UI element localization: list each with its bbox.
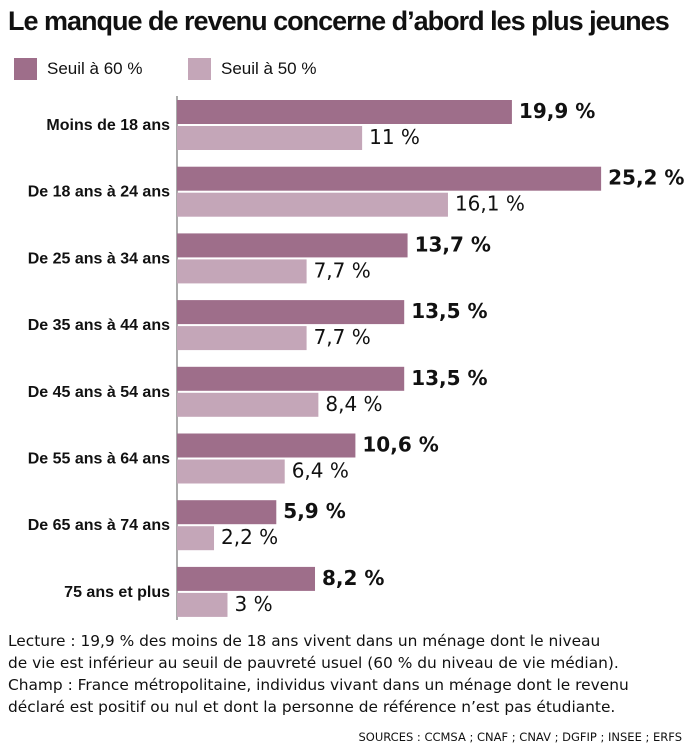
legend-label-seuil-60: Seuil à 60 % (47, 59, 143, 78)
value-label-seuil-50: 3 % (234, 592, 272, 616)
value-label-seuil-60: 13,7 % (415, 232, 491, 256)
bar-seuil-50 (177, 459, 285, 484)
lecture-line-2: de vie est inférieur au seuil de pauvret… (8, 654, 619, 672)
value-label-seuil-50: 8,4 % (325, 392, 382, 416)
bar-seuil-50 (177, 192, 448, 217)
bar-seuil-60 (177, 500, 277, 525)
value-label-seuil-50: 16,1 % (455, 192, 525, 216)
value-label-seuil-60: 19,9 % (519, 99, 595, 123)
bar-seuil-60 (177, 433, 356, 458)
bar-seuil-60 (177, 233, 408, 258)
champ-line-1: Champ : France métropolitaine, individus… (8, 676, 629, 694)
sources: SOURCES : CCMSA ; CNAF ; CNAV ; DGFIP ; … (358, 730, 682, 744)
legend-item-seuil-60: Seuil à 60 % (14, 58, 142, 80)
value-label-seuil-60: 10,6 % (362, 433, 438, 457)
value-label-seuil-50: 11 % (369, 125, 420, 149)
category-label: De 18 ans à 24 ans (28, 184, 170, 201)
category-label: De 35 ans à 44 ans (28, 317, 170, 334)
value-label-seuil-60: 13,5 % (411, 299, 487, 323)
bar-seuil-50 (177, 326, 307, 351)
legend-label-seuil-50: Seuil à 50 % (221, 59, 317, 78)
bar-seuil-50 (177, 259, 307, 284)
legend-swatch-seuil-60 (14, 58, 37, 80)
legend-item-seuil-50: Seuil à 50 % (188, 58, 316, 80)
value-label-seuil-60: 25,2 % (608, 166, 684, 190)
lecture-line-1: Lecture : 19,9 % des moins de 18 ans viv… (8, 632, 601, 650)
bar-seuil-50 (177, 592, 228, 617)
value-label-seuil-50: 7,7 % (314, 258, 371, 282)
bar-seuil-60 (177, 100, 512, 124)
value-label-seuil-60: 8,2 % (322, 566, 384, 590)
bar-chart: Moins de 18 ans 19,9 % 11 % De 18 ans à 24 … (28, 96, 684, 620)
bar-seuil-50 (177, 126, 363, 150)
bar-seuil-50 (177, 526, 215, 551)
bar-seuil-60 (177, 566, 316, 591)
category-label: De 25 ans à 34 ans (28, 250, 170, 267)
value-label-seuil-50: 2,2 % (221, 525, 278, 549)
value-label-seuil-50: 6,4 % (292, 459, 349, 483)
category-label: 75 ans et plus (64, 584, 170, 601)
bar-seuil-60 (177, 300, 405, 325)
chart-title: Le manque de revenu concerne d’abord les… (8, 6, 670, 36)
category-label: Moins de 18 ans (46, 117, 170, 134)
bar-seuil-50 (177, 392, 319, 417)
value-label-seuil-60: 5,9 % (283, 499, 345, 523)
category-label: De 45 ans à 54 ans (28, 384, 170, 401)
notes: Lecture : 19,9 % des moins de 18 ans viv… (8, 630, 684, 718)
value-label-seuil-50: 7,7 % (314, 325, 371, 349)
legend-swatch-seuil-50 (188, 58, 211, 80)
category-label: De 55 ans à 64 ans (28, 451, 170, 468)
bar-seuil-60 (177, 166, 602, 191)
value-label-seuil-60: 13,5 % (411, 366, 487, 390)
category-label: De 65 ans à 74 ans (28, 517, 170, 534)
bar-seuil-60 (177, 366, 405, 391)
champ-line-2: déclaré est positif ou nul et dont la pe… (8, 698, 616, 716)
